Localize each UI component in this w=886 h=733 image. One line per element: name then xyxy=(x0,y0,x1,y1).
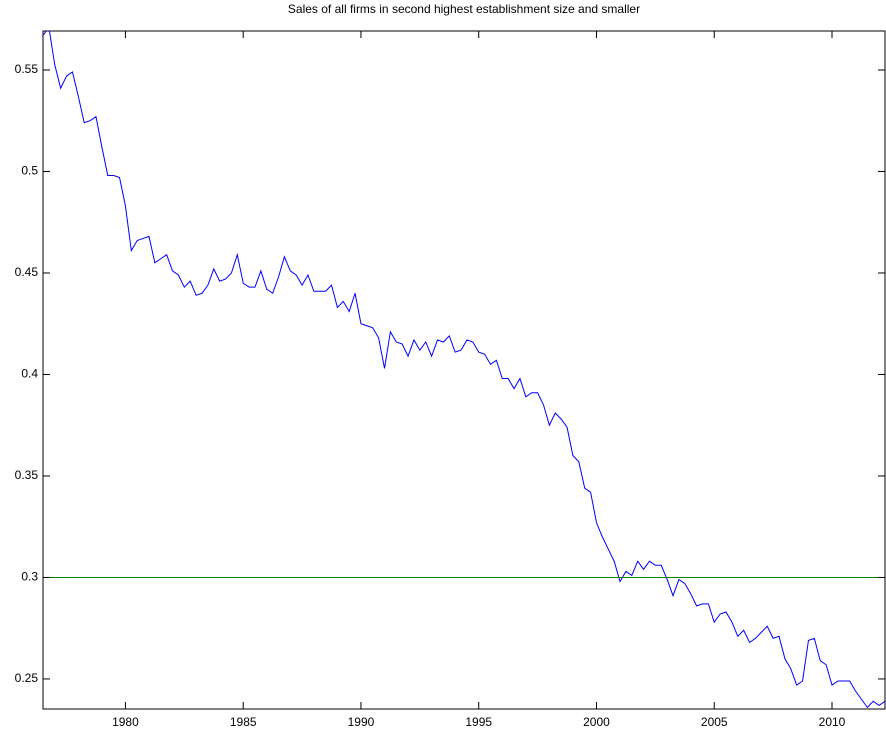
data-line xyxy=(43,31,886,709)
plot-frame xyxy=(42,30,886,710)
x-tick-label: 1985 xyxy=(230,715,257,729)
y-tick-label: 0.45 xyxy=(15,265,39,279)
x-tick-label: 1980 xyxy=(112,715,139,729)
y-tick-label: 0.5 xyxy=(21,164,38,178)
chart-title: Sales of all firms in second highest est… xyxy=(288,2,640,16)
x-tick-label: 1990 xyxy=(348,715,375,729)
y-tick-label: 0.4 xyxy=(21,367,38,381)
x-tick-label: 2000 xyxy=(583,715,610,729)
y-tick-label: 0.3 xyxy=(21,570,38,584)
x-tick-label: 2005 xyxy=(701,715,728,729)
y-tick-label: 0.25 xyxy=(15,671,39,685)
y-tick-label: 0.55 xyxy=(15,62,39,76)
plot-area xyxy=(43,31,886,709)
x-tick-label: 1995 xyxy=(465,715,492,729)
y-tick-label: 0.35 xyxy=(15,468,39,482)
x-tick-label: 2010 xyxy=(819,715,846,729)
